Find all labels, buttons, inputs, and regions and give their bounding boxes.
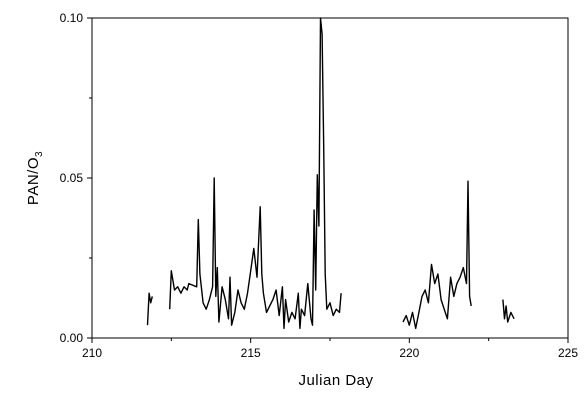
x-tick-label: 225 <box>558 346 578 360</box>
plot-area <box>91 17 569 339</box>
x-tick-label: 210 <box>82 346 102 360</box>
series-line-segment <box>146 292 153 326</box>
y-axis-title-subscript: 3 <box>34 151 45 157</box>
x-tick-label: 220 <box>399 346 419 360</box>
y-tick-label: 0.00 <box>60 331 84 345</box>
series-layer <box>146 17 515 330</box>
y-axis-title-main: PAN/O <box>25 157 42 205</box>
series-line-segment <box>169 17 342 330</box>
series-line-segment <box>402 180 472 330</box>
y-tick-label: 0.10 <box>60 11 84 25</box>
x-axis-title: Julian Day <box>298 372 373 389</box>
x-axis-ticks: 210 215 220 225 <box>82 338 578 360</box>
y-tick-label: 0.05 <box>60 171 84 185</box>
series-line-segment <box>502 299 515 323</box>
y-axis-title: PAN/O3 <box>25 151 45 205</box>
y-axis-ticks: 0.00 0.05 0.10 <box>60 11 92 345</box>
x-tick-label: 215 <box>241 346 261 360</box>
plot-frame <box>91 17 569 339</box>
